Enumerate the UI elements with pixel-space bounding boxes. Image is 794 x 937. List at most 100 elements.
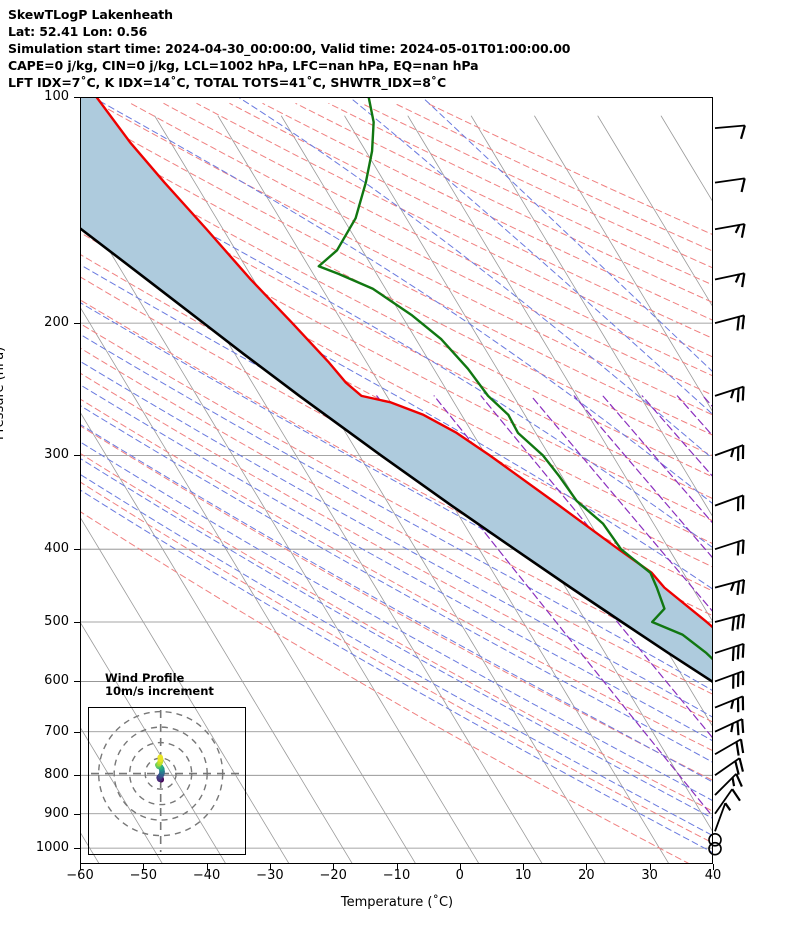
stability-line-2: LFT IDX=7˚C, K IDX=14˚C, TOTAL TOTS=41˚C… [8,75,447,90]
isotherm--10 [407,115,713,623]
pressure-tick-label-200: 200 [44,315,69,331]
temperature-tick-label--60: −60 [66,868,94,883]
pressure-tick-label-500: 500 [44,613,69,629]
dry-adiabat--10 [80,425,713,782]
isotherm-40 [724,116,794,864]
temperature-tick-label--10: −10 [382,868,411,883]
hodograph-layer [91,710,243,852]
barb-feather [736,316,741,331]
barb-shaft [714,494,744,507]
pressure-tick-label-100: 100 [44,89,69,104]
barb-feather [731,616,736,631]
dry-adiabat-30 [80,322,713,668]
barb-feather [741,539,745,554]
barb-feather [741,643,745,658]
isotherm--140 [0,116,36,864]
pressure-tick-label-800: 800 [44,767,69,783]
time-line: Simulation start time: 2024-04-30_00:00:… [8,41,571,56]
temperature-tick-label-40: 40 [704,868,722,883]
dry-adiabat-110 [80,149,713,478]
dry-adiabat-150 [130,102,713,396]
dry-adiabat-90 [80,189,713,522]
barb-feather [736,581,741,596]
barb-feather [730,699,735,709]
barb-feather [724,802,732,811]
wind-barb-350 [714,494,745,512]
isotherm-50 [788,116,794,864]
wind-barb-calm-1002 [708,841,722,856]
barb-shaft [714,223,745,231]
barb-shaft [714,177,745,184]
wind-barb-175 [714,272,746,288]
barb-feather [741,718,745,734]
wind-barb-130 [714,177,746,193]
wind-barb-400 [714,539,745,556]
moist-adiabat--10 [80,423,713,783]
y-axis-title: Pressure (hPa) [0,346,7,440]
dry-adiabat--40 [80,510,691,864]
barb-feather [735,773,743,788]
dry-adiabat-200 [295,102,713,304]
temperature-tick--50 [143,864,145,870]
moist-adiabat-25 [80,217,713,590]
data-layer [80,97,713,684]
wind-barb-calm-975 [708,833,722,847]
wind-barb-950 [714,802,732,832]
temperature-tick--40 [206,864,208,870]
barb-shaft [714,314,745,324]
barb-feather [734,273,741,283]
wind-barb-700 [714,718,745,736]
dewpoint-profile-line [317,97,713,662]
barb-shaft [714,272,745,281]
barb-feather [738,757,745,772]
temperature-tick--30 [269,864,271,870]
wind-barb-450 [714,578,746,596]
barb-feather [734,760,740,775]
barb-feather [736,721,740,736]
barb-shaft [714,444,744,457]
dry-adiabat-140 [97,102,713,416]
barb-feather [736,541,740,556]
temperature-tick-label--40: −40 [192,868,221,883]
wind-profile-subtitle: 10m/s increment [105,684,214,698]
isotherm-0 [470,115,713,518]
barb-shaft [714,738,742,756]
moist-adiabat-5 [80,360,713,718]
barb-shaft [714,757,741,777]
moist-adiabat--30 [80,489,713,854]
barb-feather [740,178,746,193]
barb-feather [729,582,735,592]
barb-feather [730,448,735,458]
barb-feather [730,389,735,399]
wind-barb-750 [714,738,745,756]
temperature-tick-label-30: 30 [641,868,658,883]
pressure-tick-label-1000: 1000 [35,840,69,856]
dry-adiabat-120 [80,130,713,457]
wind-barb-900 [714,788,741,815]
temperature-tick-10 [523,864,525,870]
barb-shaft [714,788,733,815]
wind-barb-550 [714,642,745,661]
wind-barb-200 [714,314,746,331]
isotherm--70 [80,201,480,864]
wind-barb-850 [714,773,743,796]
barb-feather [736,388,740,403]
dry-adiabat--30 [80,481,713,844]
pressure-tick-label-400: 400 [44,541,69,557]
temperature-tick-label--20: −20 [319,868,347,883]
wind-barb-150 [714,223,746,238]
pressure-tick-100 [74,97,80,98]
temperature-tick-label-20: 20 [578,868,595,883]
wind-barb-250 [714,385,745,403]
temperature-tick-label--50: −50 [129,868,158,883]
barb-shaft [714,385,744,397]
temperature-tick--60 [80,864,81,870]
temperature-tick-label--30: −30 [256,868,284,883]
temperature-tick-label-0: 0 [455,868,464,883]
barb-shaft [714,695,744,709]
moist-adiabat-45 [348,97,713,416]
barb-shaft [714,773,737,796]
barb-feather [731,777,736,787]
dry-adiabat-60 [80,253,713,592]
barb-feather [731,646,735,661]
